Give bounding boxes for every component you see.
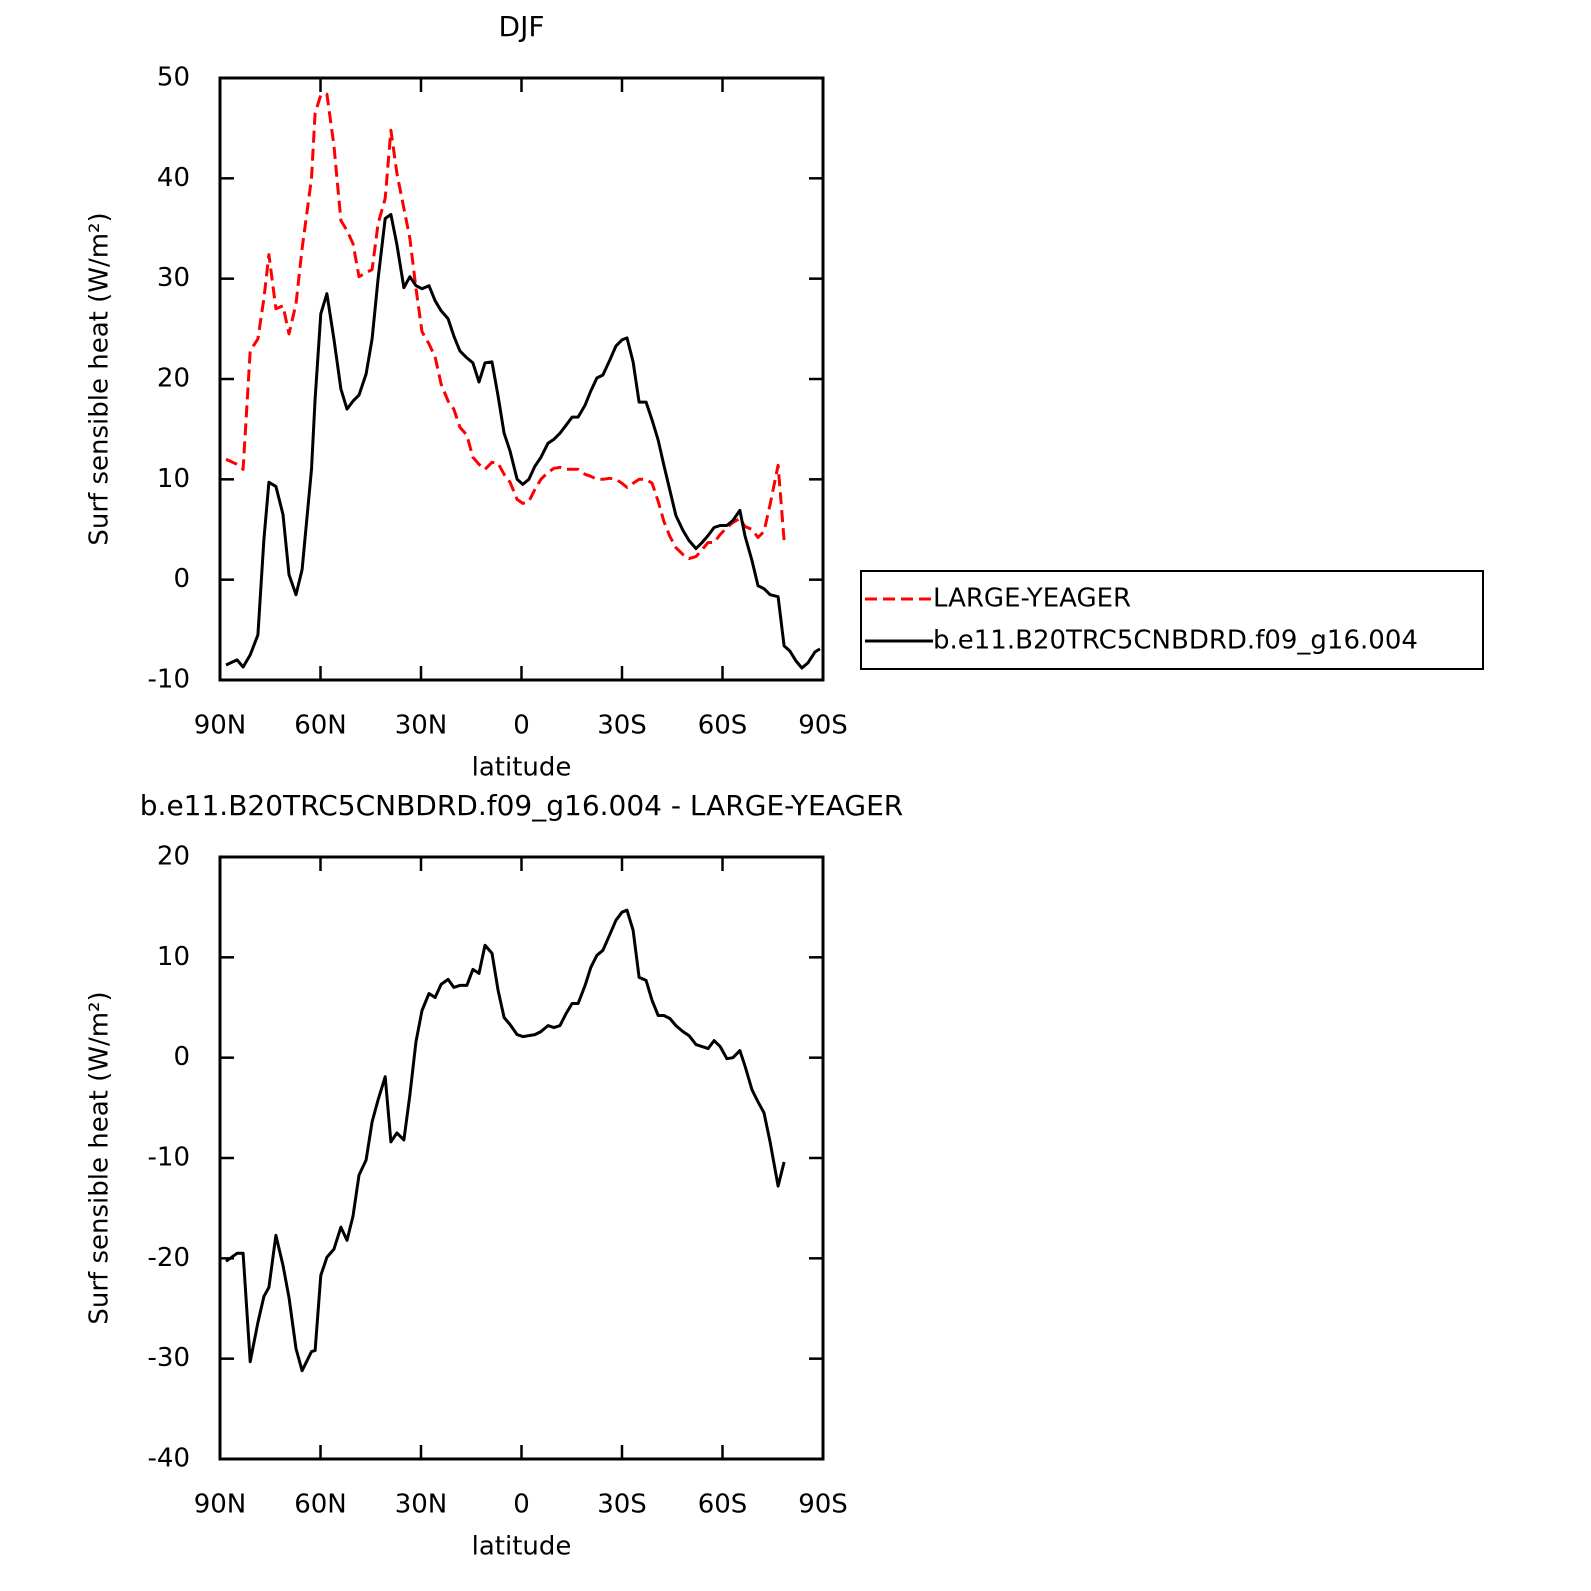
y-tick-label: -10	[148, 1143, 190, 1173]
x-tick-label: 30N	[395, 1490, 448, 1520]
y-tick-label: -10	[148, 665, 190, 695]
data-line	[225, 92, 786, 561]
x-tick-label: 60N	[294, 711, 347, 741]
x-tick-label: 30S	[597, 711, 647, 741]
data-line	[225, 908, 786, 1373]
y-tick-label: -30	[148, 1343, 190, 1373]
x-tick-label: 0	[513, 711, 530, 741]
x-tick-label: 60N	[294, 1490, 347, 1520]
plot-frame	[218, 76, 825, 682]
y-tick-label: 20	[157, 842, 190, 872]
x-tick-label: 60S	[698, 711, 748, 741]
plot-frame	[218, 855, 825, 1461]
y-tick-label: -40	[148, 1444, 190, 1474]
y-tick-label: 0	[173, 564, 190, 594]
legend-label: LARGE-YEAGER	[933, 584, 1131, 614]
y-tick-label: 50	[157, 63, 190, 93]
x-tick-label: 0	[513, 1490, 530, 1520]
y-tick-label: -20	[148, 1243, 190, 1273]
data-line	[225, 213, 821, 670]
x-axis-label: latitude	[472, 753, 572, 783]
legend-box	[860, 570, 1484, 670]
y-tick-label: 20	[157, 364, 190, 394]
x-tick-label: 90N	[194, 1490, 247, 1520]
y-tick-label: 0	[173, 1042, 190, 1072]
x-axis-label: latitude	[472, 1532, 572, 1562]
x-tick-label: 30N	[395, 711, 448, 741]
x-tick-label: 30S	[597, 1490, 647, 1520]
x-tick-label: 60S	[698, 1490, 748, 1520]
legend-label: b.e11.B20TRC5CNBDRD.f09_g16.004	[933, 626, 1418, 656]
y-tick-label: 10	[157, 464, 190, 494]
x-tick-label: 90S	[798, 1490, 848, 1520]
y-tick-label: 40	[157, 163, 190, 193]
x-tick-label: 90S	[798, 711, 848, 741]
chart-title: b.e11.B20TRC5CNBDRD.f09_g16.004 - LARGE-…	[140, 789, 903, 822]
y-tick-label: 30	[157, 263, 190, 293]
chart-title: DJF	[499, 10, 545, 43]
y-axis-label: Surf sensible heat (W/m²)	[85, 991, 115, 1324]
x-tick-label: 90N	[194, 711, 247, 741]
y-tick-label: 10	[157, 942, 190, 972]
y-axis-label: Surf sensible heat (W/m²)	[85, 212, 115, 545]
